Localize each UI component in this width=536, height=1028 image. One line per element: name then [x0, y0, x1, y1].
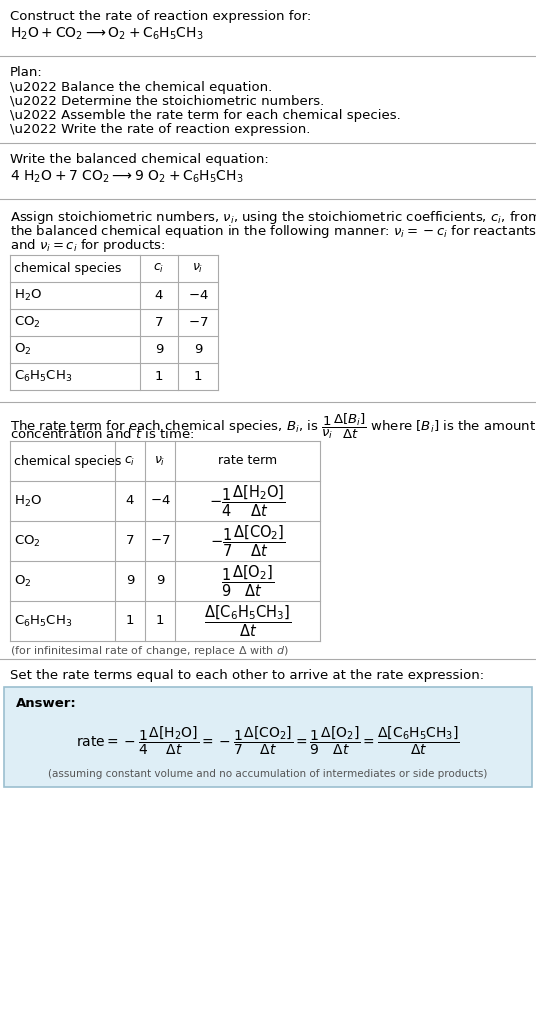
Text: \u2022 Determine the stoichiometric numbers.: \u2022 Determine the stoichiometric numb…	[10, 95, 324, 108]
Text: Answer:: Answer:	[16, 697, 77, 710]
Text: 9: 9	[194, 343, 202, 356]
Text: 4: 4	[126, 494, 134, 508]
Text: 7: 7	[155, 316, 163, 329]
Text: chemical species: chemical species	[14, 454, 121, 468]
Text: $\mathrm{O_2}$: $\mathrm{O_2}$	[14, 574, 32, 589]
Text: $c_i$: $c_i$	[153, 262, 165, 276]
Text: Assign stoichiometric numbers, $\nu_i$, using the stoichiometric coefficients, $: Assign stoichiometric numbers, $\nu_i$, …	[10, 209, 536, 226]
Text: $\mathrm{CO_2}$: $\mathrm{CO_2}$	[14, 534, 41, 549]
Text: Plan:: Plan:	[10, 66, 43, 79]
Text: the balanced chemical equation in the following manner: $\nu_i = -c_i$ for react: the balanced chemical equation in the fo…	[10, 223, 536, 240]
Text: 9: 9	[156, 575, 164, 587]
Text: (assuming constant volume and no accumulation of intermediates or side products): (assuming constant volume and no accumul…	[48, 769, 488, 779]
Text: $-7$: $-7$	[150, 535, 170, 548]
Text: $c_i$: $c_i$	[124, 454, 136, 468]
Text: $\dfrac{\Delta[\mathrm{C_6H_5CH_3}]}{\Delta t}$: $\dfrac{\Delta[\mathrm{C_6H_5CH_3}]}{\De…	[204, 603, 291, 638]
Text: chemical species: chemical species	[14, 262, 121, 276]
FancyBboxPatch shape	[4, 687, 532, 787]
Text: $\mathrm{C_6H_5CH_3}$: $\mathrm{C_6H_5CH_3}$	[14, 614, 72, 628]
Text: and $\nu_i = c_i$ for products:: and $\nu_i = c_i$ for products:	[10, 237, 166, 254]
Text: 9: 9	[126, 575, 134, 587]
Text: $\dfrac{1}{9}\dfrac{\Delta[\mathrm{O_2}]}{\Delta t}$: $\dfrac{1}{9}\dfrac{\Delta[\mathrm{O_2}]…	[221, 563, 274, 598]
Text: $\nu_i$: $\nu_i$	[192, 262, 204, 276]
Text: 1: 1	[126, 615, 134, 627]
Text: 7: 7	[126, 535, 134, 548]
Text: $-7$: $-7$	[188, 316, 209, 329]
Text: $\mathrm{C_6H_5CH_3}$: $\mathrm{C_6H_5CH_3}$	[14, 369, 72, 384]
Text: $\mathrm{CO_2}$: $\mathrm{CO_2}$	[14, 315, 41, 330]
Text: $-4$: $-4$	[150, 494, 170, 508]
Text: $\mathrm{rate} = -\dfrac{1}{4}\dfrac{\Delta[\mathrm{H_2O}]}{\Delta t} = -\dfrac{: $\mathrm{rate} = -\dfrac{1}{4}\dfrac{\De…	[76, 725, 460, 758]
Text: $\mathrm{H_2O}$: $\mathrm{H_2O}$	[14, 493, 42, 509]
Text: \u2022 Assemble the rate term for each chemical species.: \u2022 Assemble the rate term for each c…	[10, 109, 401, 122]
Text: Set the rate terms equal to each other to arrive at the rate expression:: Set the rate terms equal to each other t…	[10, 669, 484, 682]
Text: $\mathrm{H_2O}$: $\mathrm{H_2O}$	[14, 288, 42, 303]
Text: $-\dfrac{1}{7}\dfrac{\Delta[\mathrm{CO_2}]}{\Delta t}$: $-\dfrac{1}{7}\dfrac{\Delta[\mathrm{CO_2…	[210, 523, 285, 559]
Text: $\mathrm{H_2O + CO_2 \longrightarrow O_2 + C_6H_5CH_3}$: $\mathrm{H_2O + CO_2 \longrightarrow O_2…	[10, 26, 204, 42]
Text: 1: 1	[156, 615, 164, 627]
Text: Construct the rate of reaction expression for:: Construct the rate of reaction expressio…	[10, 10, 311, 23]
Text: $\mathrm{O_2}$: $\mathrm{O_2}$	[14, 342, 32, 357]
Text: 4: 4	[155, 289, 163, 302]
Text: $\nu_i$: $\nu_i$	[154, 454, 166, 468]
Text: (for infinitesimal rate of change, replace Δ with $d$): (for infinitesimal rate of change, repla…	[10, 644, 289, 658]
Text: 1: 1	[155, 370, 163, 383]
Text: \u2022 Write the rate of reaction expression.: \u2022 Write the rate of reaction expres…	[10, 123, 310, 136]
Text: The rate term for each chemical species, $B_i$, is $\dfrac{1}{\nu_i}\dfrac{\Delt: The rate term for each chemical species,…	[10, 412, 536, 441]
Text: $-\dfrac{1}{4}\dfrac{\Delta[\mathrm{H_2O}]}{\Delta t}$: $-\dfrac{1}{4}\dfrac{\Delta[\mathrm{H_2O…	[209, 483, 286, 519]
Text: 1: 1	[193, 370, 202, 383]
Text: Write the balanced chemical equation:: Write the balanced chemical equation:	[10, 153, 269, 166]
Text: \u2022 Balance the chemical equation.: \u2022 Balance the chemical equation.	[10, 81, 272, 94]
Text: $-4$: $-4$	[188, 289, 209, 302]
Text: rate term: rate term	[218, 454, 277, 468]
Text: 9: 9	[155, 343, 163, 356]
Text: $\mathrm{4\ H_2O + 7\ CO_2 \longrightarrow 9\ O_2 + C_6H_5CH_3}$: $\mathrm{4\ H_2O + 7\ CO_2 \longrightarr…	[10, 169, 243, 185]
Text: concentration and $t$ is time:: concentration and $t$ is time:	[10, 427, 194, 441]
